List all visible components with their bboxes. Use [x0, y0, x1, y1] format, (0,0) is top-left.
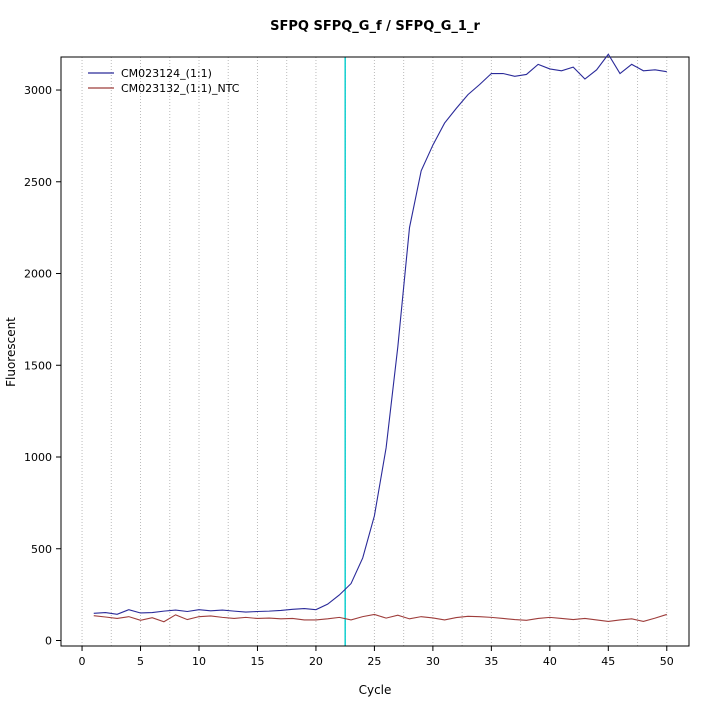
y-tick-label: 0 — [45, 634, 52, 647]
plot-area: 0 5 10 15 20 25 30 35 40 45 5005001000150020002500… — [24, 53, 690, 668]
x-tick-label: 25 — [367, 655, 381, 668]
y-tick-label: 500 — [31, 543, 52, 556]
x-tick-label: 0 — [79, 655, 86, 668]
x-tick-label: 35 — [484, 655, 498, 668]
y-tick-label: 1500 — [24, 359, 52, 372]
y-tick-label: 2000 — [24, 268, 52, 281]
x-tick-label: 10 — [192, 655, 206, 668]
plot-border — [60, 56, 690, 647]
y-tick-label: 2500 — [24, 176, 52, 189]
x-tick-label: 40 — [543, 655, 557, 668]
legend-label-1: CM023132_(1:1)_NTC — [121, 82, 240, 95]
x-tick-label: 45 — [601, 655, 615, 668]
legend-label-0: CM023124_(1:1) — [121, 67, 212, 80]
chart-title: SFPQ SFPQ_G_f / SFPQ_G_1_r — [270, 19, 480, 34]
series-line-0 — [93, 53, 667, 615]
y-axis-label: Fluorescent — [4, 317, 18, 387]
x-tick-label: 15 — [250, 655, 264, 668]
x-tick-label: 5 — [137, 655, 144, 668]
x-axis-label: Cycle — [359, 683, 392, 697]
y-tick-label: 3000 — [24, 84, 52, 97]
series-line-1 — [93, 613, 667, 623]
x-tick-label: 20 — [309, 655, 323, 668]
x-tick-label: 50 — [660, 655, 674, 668]
y-tick-label: 1000 — [24, 451, 52, 464]
x-tick-label: 30 — [426, 655, 440, 668]
